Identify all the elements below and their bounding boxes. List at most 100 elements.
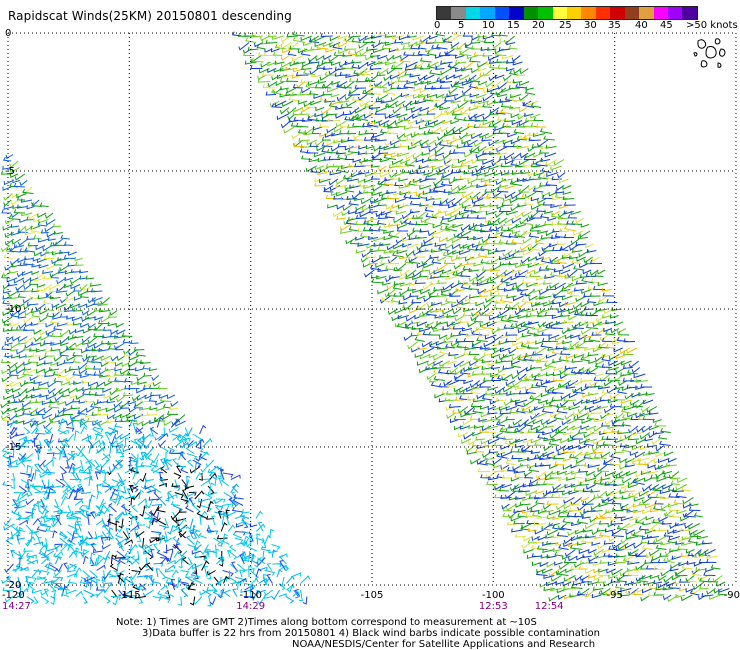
wind-barb <box>484 456 495 461</box>
colorbar-swatch <box>624 7 640 19</box>
wind-barb <box>286 584 295 591</box>
wind-barb <box>23 366 32 371</box>
wind-barb <box>510 204 520 212</box>
wind-barb <box>435 30 445 37</box>
wind-barb <box>136 394 148 401</box>
wind-barb <box>135 351 146 357</box>
wind-barb <box>20 198 33 203</box>
wind-barb <box>84 370 96 376</box>
wind-barb <box>42 245 53 252</box>
wind-barb <box>563 497 575 504</box>
wind-barb <box>115 511 125 519</box>
wind-barb <box>418 367 431 374</box>
wind-barb <box>502 474 513 479</box>
wind-barb <box>195 472 203 480</box>
wind-barb <box>186 518 194 530</box>
wind-barb <box>464 256 474 262</box>
wind-barb <box>607 377 620 382</box>
wind-barb <box>464 346 476 351</box>
wind-barb <box>104 358 116 363</box>
wind-barb <box>405 152 417 160</box>
wind-barb <box>314 178 324 183</box>
wind-barb <box>593 575 604 581</box>
wind-barb <box>471 133 483 140</box>
wind-barb <box>424 207 434 212</box>
wind-barb <box>44 427 52 435</box>
wind-barb <box>159 534 166 545</box>
wind-barb <box>679 587 688 592</box>
wind-barb <box>180 498 189 505</box>
wind-barb <box>500 222 512 227</box>
wind-barb <box>490 256 502 264</box>
wind-barb <box>448 204 457 209</box>
wind-barb <box>474 117 488 122</box>
wind-barb <box>649 507 659 513</box>
wind-barb <box>124 437 129 448</box>
wind-barb <box>664 511 675 518</box>
wind-barb <box>78 399 88 404</box>
wind-barb <box>459 250 471 256</box>
wind-barb <box>483 351 494 356</box>
wind-barb <box>168 427 179 433</box>
wind-barb <box>590 488 600 493</box>
wind-barb <box>8 371 19 376</box>
wind-barb <box>110 355 119 362</box>
wind-barb <box>269 528 275 539</box>
wind-barb <box>535 471 547 480</box>
wind-barb <box>103 326 112 331</box>
wind-barb <box>13 492 22 503</box>
wind-barb <box>164 537 172 544</box>
wind-barb <box>26 235 35 240</box>
wind-barb <box>641 425 653 433</box>
wind-barb <box>483 302 492 309</box>
wind-barb <box>22 188 34 194</box>
wind-barb <box>409 170 419 175</box>
wind-barb <box>111 443 123 449</box>
wind-barb <box>584 334 595 339</box>
wind-barb <box>156 537 165 542</box>
wind-barb <box>433 354 445 361</box>
colorbar-label: 20 <box>532 20 545 31</box>
latitude-tick-label: -10 <box>5 304 21 315</box>
wind-barb <box>429 69 442 76</box>
wind-barb <box>567 327 578 332</box>
wind-barb <box>23 547 33 552</box>
wind-barb <box>250 557 259 565</box>
wind-barb <box>521 523 532 529</box>
wind-barb <box>288 118 299 123</box>
wind-barb <box>87 531 94 540</box>
wind-barb <box>435 152 445 157</box>
wind-barb <box>120 414 130 419</box>
wind-barb <box>4 238 15 246</box>
wind-barb <box>43 518 54 523</box>
wind-barb <box>45 290 54 298</box>
wind-barb <box>438 383 450 388</box>
wind-barb <box>159 471 164 480</box>
wind-barb <box>107 322 117 327</box>
wind-barb <box>615 553 627 558</box>
wind-barb <box>544 311 556 316</box>
wind-barb <box>202 589 212 598</box>
wind-barb <box>641 497 652 505</box>
wind-barb <box>1 447 13 454</box>
wind-barb <box>386 68 396 75</box>
wind-barb <box>398 184 411 190</box>
wind-barb <box>473 202 485 207</box>
wind-barb <box>71 417 81 422</box>
wind-barb <box>507 316 518 323</box>
wind-barb <box>555 189 565 194</box>
wind-barb <box>580 497 589 503</box>
wind-barb <box>443 132 455 137</box>
wind-barb <box>391 159 404 166</box>
wind-barb <box>133 414 144 420</box>
wind-barb <box>468 165 478 170</box>
wind-barb <box>400 93 410 98</box>
wind-barb <box>59 537 68 547</box>
wind-barb <box>570 565 581 570</box>
wind-barb <box>395 122 407 128</box>
wind-barb <box>262 574 267 584</box>
wind-barb <box>429 378 438 383</box>
wind-barb <box>94 391 105 396</box>
wind-barb <box>31 507 36 519</box>
wind-barb <box>584 534 596 539</box>
